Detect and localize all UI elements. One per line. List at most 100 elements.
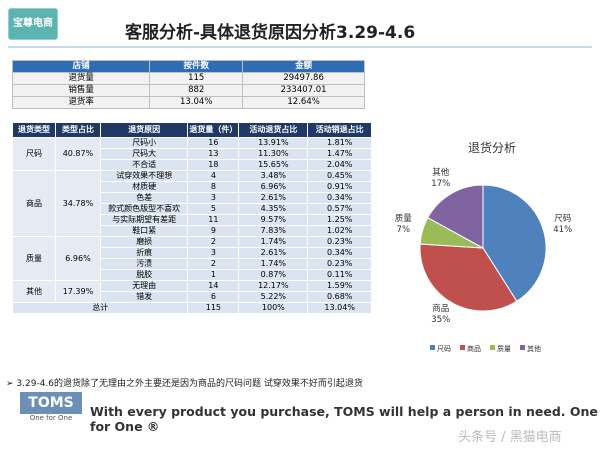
- cell: 5: [187, 203, 240, 215]
- cell: 0.23%: [307, 258, 372, 270]
- banner-text: With every product you purchase, TOMS wi…: [90, 404, 598, 434]
- slice-label: 其他: [432, 167, 450, 178]
- cell: 7.83%: [238, 225, 309, 237]
- divider: [8, 46, 592, 48]
- detail-table: 退货类型 类型占比 退货原因 退货量（件） 活动退货占比 活动销退占比 尺码 40.87% 尺码…: [11, 122, 372, 314]
- row: 鞋口紧 9 7.83% 1.02%: [13, 225, 372, 237]
- cell: 4.35%: [238, 203, 309, 215]
- cell: 2.61%: [238, 247, 309, 259]
- toms-logo-sub: One for One: [29, 414, 73, 422]
- cell: 错发: [99, 291, 189, 303]
- pie-slice: [427, 184, 484, 249]
- slice-value: 41%: [553, 225, 572, 235]
- row: 商品 34.78% 试穿效果不理想 4 3.48% 0.45%: [11, 170, 372, 237]
- cell: 18: [187, 159, 240, 171]
- cell: 2: [187, 258, 240, 270]
- type-cell: 质量: [11, 236, 57, 281]
- cell: 3: [187, 192, 240, 204]
- header-row: 退货类型 类型占比 退货原因 退货量（件） 活动退货占比 活动销退占比: [11, 122, 372, 138]
- row: 折痕 3 2.61% 0.34%: [13, 247, 372, 259]
- cell: 1.81%: [307, 137, 372, 149]
- row: 销售量 882 233407.01: [11, 84, 365, 97]
- type-cell: 其他: [11, 280, 57, 303]
- title: 客服分析-具体退货原因分析3.29-4.6: [125, 23, 416, 43]
- cell: 1.74%: [238, 258, 309, 270]
- share-cell: 40.87%: [55, 137, 101, 171]
- row: 质量 6.96% 磨损 2 1.74% 0.23%: [11, 236, 372, 281]
- row: 退货量 115 29497.86: [11, 72, 365, 85]
- header-cell: 退货量（件）: [187, 122, 240, 138]
- header-cell: 活动退货占比: [238, 122, 309, 138]
- cell: 0.34%: [307, 192, 372, 204]
- cell: 6: [187, 291, 240, 303]
- cell: 13.04%: [149, 96, 244, 109]
- row: 色差 3 2.61% 0.34%: [13, 192, 372, 204]
- slice-label: 商品: [432, 303, 449, 314]
- cell: 15.65%: [238, 159, 309, 171]
- cell: 4: [187, 170, 240, 182]
- cell: 0.11%: [307, 269, 372, 281]
- cell: 磨损: [99, 236, 189, 248]
- note-row: ➢ 3.29-4.6的退货除了无理由之外主要还是因为商品的尺码问题 试穿效果不好…: [6, 379, 363, 389]
- slice-value: 35%: [431, 315, 450, 325]
- cell: 29497.86: [242, 72, 365, 85]
- cell: 款式颜色版型不喜欢: [99, 203, 189, 215]
- note: 3.29-4.6的退货除了无理由之外主要还是因为商品的尺码问题 试穿效果不好而引…: [16, 379, 363, 389]
- slice-value: 17%: [431, 179, 450, 189]
- cell: 13.91%: [238, 137, 309, 149]
- legend-label: 商品: [467, 344, 481, 353]
- legend-swatch: [430, 345, 435, 350]
- cell: 13: [187, 148, 240, 160]
- cell: 12.17%: [238, 280, 309, 292]
- cell: 退货率: [11, 96, 151, 109]
- cell: 115: [187, 302, 240, 314]
- cell: 污渍: [99, 258, 189, 270]
- cell: 不合适: [99, 159, 189, 171]
- cell: 13.04%: [307, 302, 372, 314]
- cell: 材质硬: [99, 181, 189, 193]
- cell: 1.59%: [307, 280, 372, 292]
- share-cell: 17.39%: [55, 280, 101, 303]
- cell: 9.57%: [238, 214, 309, 226]
- cell: 3: [187, 247, 240, 259]
- cell: 销售量: [11, 84, 151, 97]
- cell: 11: [187, 214, 240, 226]
- cell: 1.47%: [307, 148, 372, 160]
- total-label: 总计: [11, 302, 189, 314]
- row: 退货率 13.04% 12.64%: [11, 96, 365, 109]
- cell: 3.48%: [238, 170, 309, 182]
- cell: 16: [187, 137, 240, 149]
- row: 尺码 40.87% 尺码小 16 13.91% 1.81%: [11, 137, 372, 171]
- cell: 色差: [99, 192, 189, 204]
- summary-table: 店铺 按件数 金额 退货量 115 29497.86 销售量 882 233407.01 退货率 1…: [11, 60, 365, 109]
- legend-label: 尺码: [437, 345, 451, 353]
- cell: 6.96%: [238, 181, 309, 193]
- toms-logo-text: TOMS: [20, 392, 82, 414]
- header-cell: 活动销退占比: [307, 122, 372, 138]
- share-cell: 34.78%: [55, 170, 101, 237]
- cell: 退货量: [11, 72, 151, 85]
- cell: 折痕: [99, 247, 189, 259]
- cell: 233407.01: [242, 84, 365, 97]
- slice-label: 尺码: [554, 214, 571, 224]
- cell: 尺码小: [99, 137, 189, 149]
- header-cell: 店铺: [11, 60, 151, 73]
- cell: 2.61%: [238, 192, 309, 204]
- type-cell: 商品: [11, 170, 57, 237]
- cell: 1.25%: [307, 214, 372, 226]
- header-cell: 类型占比: [55, 122, 101, 138]
- header-cell: 按件数: [149, 60, 244, 73]
- cell: 脱胶: [99, 269, 189, 281]
- cell: 1: [187, 269, 240, 281]
- legend-swatch: [490, 345, 495, 350]
- cell: 2: [187, 236, 240, 248]
- legend-label: 质量: [497, 344, 511, 353]
- cell: 12.64%: [242, 96, 365, 109]
- cell: 14: [187, 280, 240, 292]
- cell: 100%: [238, 302, 309, 314]
- cell: 0.45%: [307, 170, 372, 182]
- pie-slice: [419, 243, 518, 312]
- cell: 与实际期望有差距: [99, 214, 189, 226]
